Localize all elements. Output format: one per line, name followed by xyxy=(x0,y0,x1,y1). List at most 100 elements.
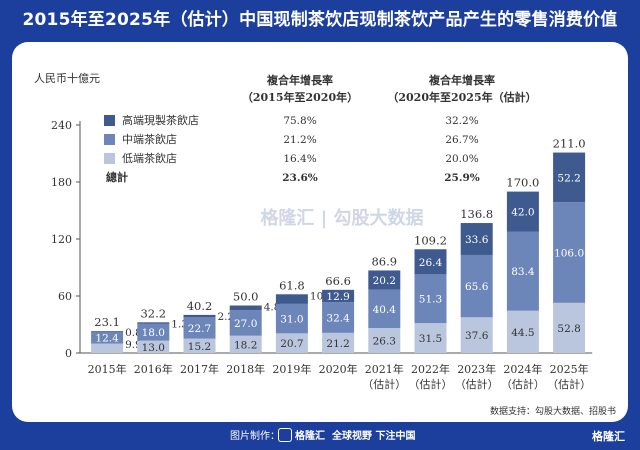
cagr-value-2015-2020: 23.6% xyxy=(282,172,318,184)
x-tick-label: 2022年 xyxy=(411,362,450,376)
bar-segment xyxy=(229,310,262,336)
segment-label: 18.2 xyxy=(234,339,257,351)
source-note: 数据支持：勾股大数据、招股书 xyxy=(490,405,616,417)
bar-segment xyxy=(460,223,493,255)
x-tick-label: 2016年 xyxy=(134,362,173,376)
cagr-header-2020-2025: （2020年至2025年（估計） xyxy=(387,90,536,104)
bar-segment xyxy=(460,317,493,353)
logo-icon xyxy=(278,428,292,442)
segment-label: 106.0 xyxy=(554,247,584,259)
segment-label: 20.2 xyxy=(373,275,396,287)
bar-segment xyxy=(322,302,355,333)
total-label: 211.0 xyxy=(553,137,586,151)
segment-label: 52.8 xyxy=(557,323,580,335)
segment-label: 31.5 xyxy=(419,333,442,345)
x-tick-label: （估計） xyxy=(547,377,591,391)
cagr-value-2015-2020: 21.2% xyxy=(283,134,316,146)
x-tick-label: 2023年 xyxy=(457,362,496,376)
total-label: 86.9 xyxy=(371,254,397,268)
bar-segment xyxy=(460,254,493,318)
bar-segment xyxy=(414,274,447,324)
segment-label: 12.4 xyxy=(95,333,119,345)
segment-label: 15.2 xyxy=(188,341,211,353)
segment-label: 42.0 xyxy=(511,207,534,219)
total-label: 50.0 xyxy=(233,290,259,304)
segment-label: 37.6 xyxy=(465,330,489,342)
bar-segment xyxy=(506,310,539,353)
segment-label: 12.9 xyxy=(326,291,349,303)
segment-label: 51.3 xyxy=(419,294,442,306)
bar-segment xyxy=(275,294,308,304)
total-label: 136.8 xyxy=(460,207,493,221)
segment-label: 26.3 xyxy=(373,336,396,348)
page-title: 2015年至2025年（估计）中国现制茶饮店现制茶饮产品产生的零售消费价值 xyxy=(22,10,618,30)
bar-segment xyxy=(183,314,216,317)
total-label: 61.8 xyxy=(279,278,305,292)
x-tick-label: 2015年 xyxy=(88,362,127,376)
y-unit-label: 人民币十億元 xyxy=(34,71,100,85)
bar-segment xyxy=(506,191,539,232)
bar-segment xyxy=(322,289,355,303)
x-tick-label: 2025年 xyxy=(550,362,589,376)
bar-segment xyxy=(183,338,216,353)
total-label: 170.0 xyxy=(506,176,539,190)
cagr-value-2020-2025: 32.2% xyxy=(445,115,478,127)
bar-segment xyxy=(414,249,447,275)
segment-label: 26.4 xyxy=(419,257,443,269)
total-label: 32.2 xyxy=(140,306,166,320)
bar-segment xyxy=(368,270,401,290)
cagr-header-2015-2020: （2015年至2020年） xyxy=(242,90,358,104)
bar-segment xyxy=(506,231,539,311)
segment-label: 44.5 xyxy=(511,327,534,339)
x-tick-label: （估計） xyxy=(455,377,499,391)
bar-segment xyxy=(553,302,586,353)
y-tick-label: 60 xyxy=(58,290,72,303)
footer: 图片制作： 格隆汇 全球视野 下注中国 格隆汇 xyxy=(0,426,640,448)
segment-label: 83.4 xyxy=(511,266,535,278)
total-row-label: 總計 xyxy=(106,170,128,184)
legend-swatch xyxy=(104,115,115,126)
segment-label: 27.0 xyxy=(234,318,257,330)
segment-label: 31.0 xyxy=(280,314,303,326)
segment-label: 20.7 xyxy=(280,338,303,350)
bar-segment xyxy=(553,202,586,303)
footer-brand: 格隆汇 xyxy=(278,426,325,448)
bar-segment xyxy=(183,316,216,339)
y-tick-label: 180 xyxy=(51,176,72,189)
legend-swatch xyxy=(104,134,115,145)
segment-label: 21.2 xyxy=(326,338,349,350)
footer-brand-text: 格隆汇 xyxy=(295,431,325,442)
bar-segment xyxy=(553,152,586,203)
segment-label: 33.6 xyxy=(465,234,489,246)
x-tick-label: 2021年 xyxy=(365,362,404,376)
x-tick-label: 2018年 xyxy=(226,362,265,376)
bar-segment xyxy=(275,303,308,334)
total-label: 40.2 xyxy=(187,299,213,313)
bar-segment xyxy=(91,331,124,344)
bar-segment xyxy=(368,328,401,353)
segment-label: 65.6 xyxy=(465,281,489,293)
bar-segment xyxy=(229,305,262,311)
cagr-value-2015-2020: 16.4% xyxy=(283,153,316,165)
y-tick-label: 240 xyxy=(51,119,72,132)
segment-label: 32.4 xyxy=(326,312,350,324)
legend-label: 中端茶飲店 xyxy=(122,132,177,146)
bar-segment xyxy=(91,331,124,332)
x-tick-label: （估計） xyxy=(409,377,453,391)
x-tick-label: （估計） xyxy=(362,377,406,391)
segment-label: 18.0 xyxy=(142,327,165,339)
segment-label: 22.7 xyxy=(188,323,211,335)
cagr-value-2020-2025: 20.0% xyxy=(445,153,478,165)
footer-slogan: 全球视野 下注中国 xyxy=(332,431,416,442)
cagr-value-2015-2020: 75.8% xyxy=(283,115,316,127)
cagr-header-2015-2020: 複合年增長率 xyxy=(266,73,333,87)
cagr-value-2020-2025: 26.7% xyxy=(445,134,478,146)
watermark-text: 格隆汇 | 勾股大数据 xyxy=(260,207,423,229)
cagr-value-2020-2025: 25.9% xyxy=(444,172,480,184)
legend-label: 高端現製茶飲店 xyxy=(122,113,199,127)
y-tick-label: 120 xyxy=(51,233,72,246)
bar-segment xyxy=(137,340,170,353)
x-tick-label: 2019年 xyxy=(272,362,311,376)
segment-label: 40.4 xyxy=(373,304,397,316)
